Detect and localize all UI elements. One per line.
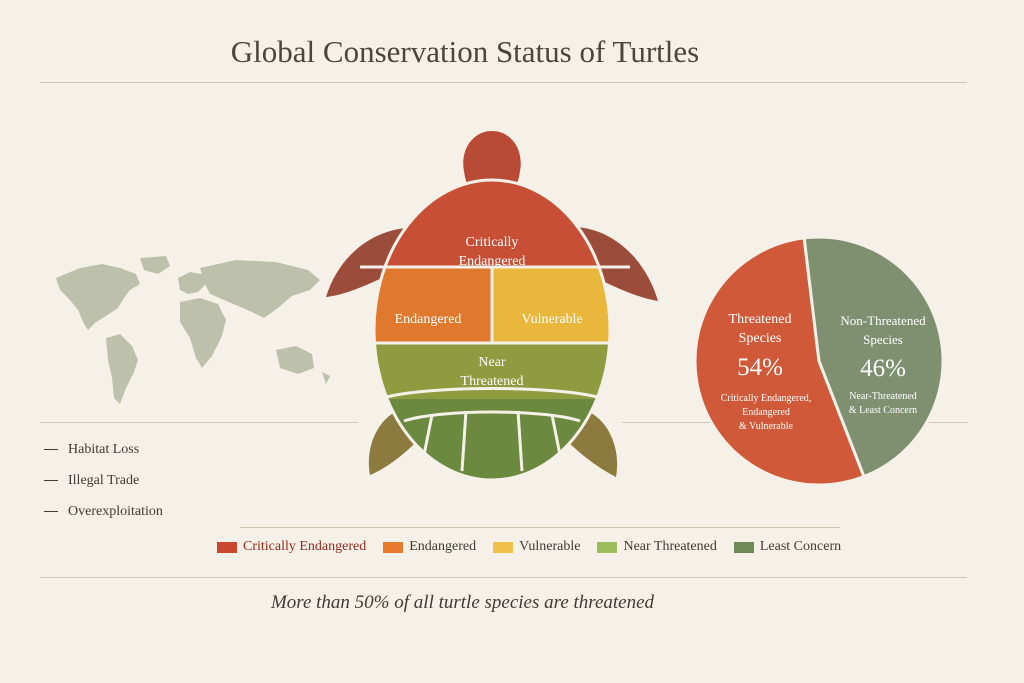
shell-label-endangered: Endangered [395, 312, 462, 327]
threat-item: Habitat Loss [40, 434, 163, 465]
shell-label-near-threatened: Near Threatened [461, 355, 524, 389]
slice-value-threatened: 54% [737, 354, 783, 381]
legend-item: Near Threatened [597, 539, 717, 555]
legend-label: Endangered [409, 539, 477, 554]
shell-near-threatened [374, 343, 610, 399]
pie-chart: Threatened Species 54% Critically Endange… [694, 235, 944, 487]
threat-item: Illegal Trade [40, 465, 163, 496]
legend-swatch [733, 541, 754, 553]
bottom-divider [40, 577, 967, 578]
legend-label: Critically Endangered [243, 539, 367, 554]
pie-slice-threatened [694, 236, 866, 487]
legend-item: Vulnerable [493, 539, 580, 555]
legend-item: Critically Endangered [217, 539, 366, 555]
shell-label-critically-endangered: Critically Endangered [459, 235, 526, 269]
threat-label: Overexploitation [68, 503, 163, 519]
slice-sub-non-threatened: Near-Threatened & Least Concern [849, 391, 917, 416]
legend: Critically Endangered Endangered Vulnera… [217, 539, 858, 555]
legend-divider [240, 527, 840, 528]
legend-label: Vulnerable [519, 539, 581, 554]
slice-label-non-threatened: Non-Threatened Species [840, 313, 926, 347]
threat-label: Illegal Trade [68, 472, 140, 488]
shell-label-vulnerable: Vulnerable [521, 312, 582, 327]
legend-swatch [597, 541, 618, 553]
left-divider [40, 422, 358, 423]
slice-label-threatened: Threatened Species [729, 312, 792, 346]
legend-label: Near Threatened [623, 539, 717, 554]
pie-slice-non-threatened [802, 235, 944, 479]
chart-title: Global Conservation Status of Turtles [230, 34, 700, 69]
threat-label: Habitat Loss [68, 441, 140, 457]
legend-item: Least Concern [733, 539, 842, 555]
slice-value-non-threatened: 46% [860, 355, 906, 382]
world-map [56, 256, 330, 404]
legend-item: Endangered [383, 539, 476, 555]
legend-swatch [493, 541, 514, 553]
slice-sub-threatened: Critically Endangered, Endangered & Vulner… [721, 393, 812, 432]
shell-vulnerable [492, 267, 610, 343]
threat-item: Overexploitation [40, 496, 163, 527]
turtle-status-diagram: Critically Endangered Endangered Vulnerab… [326, 131, 658, 482]
top-divider [40, 82, 967, 83]
legend-swatch [383, 541, 404, 553]
shell-endangered [374, 267, 492, 343]
legend-label: Least Concern [759, 539, 842, 554]
threat-list: Habitat Loss Illegal Trade Overexploitat… [40, 434, 163, 527]
legend-swatch [217, 541, 237, 553]
footer-caption: More than 50% of all turtle species are … [270, 592, 655, 613]
